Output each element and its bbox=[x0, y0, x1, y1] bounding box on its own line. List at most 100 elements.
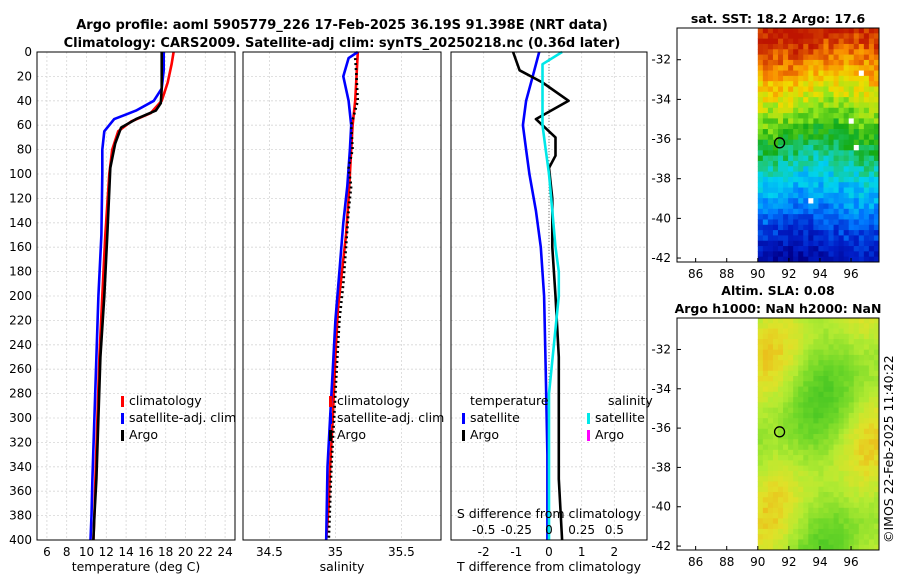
map-cell bbox=[813, 376, 819, 382]
map-cell bbox=[757, 428, 764, 435]
map-cell bbox=[823, 370, 829, 377]
map-cell bbox=[767, 465, 774, 472]
map-cell bbox=[858, 91, 865, 98]
map-cell bbox=[793, 486, 799, 493]
map-cell bbox=[833, 256, 839, 263]
map-cell bbox=[798, 481, 804, 488]
map-cell bbox=[823, 75, 829, 82]
map-cell bbox=[778, 476, 784, 482]
map-cell bbox=[788, 171, 794, 178]
map-cell bbox=[873, 123, 880, 130]
map-cell bbox=[772, 318, 779, 324]
map-cell bbox=[848, 160, 855, 167]
map-cell bbox=[853, 497, 860, 503]
map-cell bbox=[783, 235, 789, 242]
map-cell bbox=[833, 59, 839, 66]
map-cell bbox=[808, 166, 814, 172]
map-cell bbox=[833, 486, 839, 493]
legend-climatology-label: climatology bbox=[337, 393, 410, 408]
map-cell bbox=[798, 49, 804, 55]
map-cell bbox=[828, 59, 834, 66]
map-cell bbox=[863, 240, 870, 247]
map-cell bbox=[858, 107, 865, 114]
map-cell bbox=[783, 465, 789, 472]
map-cell bbox=[762, 528, 769, 535]
map-cell bbox=[873, 434, 880, 440]
map-cell bbox=[823, 365, 829, 372]
argo-position-marker bbox=[773, 426, 786, 438]
map-cell bbox=[788, 219, 794, 226]
map-cell bbox=[873, 198, 880, 204]
map-cell bbox=[808, 81, 814, 87]
map-cell bbox=[798, 75, 804, 82]
map-cell bbox=[808, 439, 814, 445]
map-cell bbox=[838, 344, 845, 351]
map-cell bbox=[767, 518, 774, 525]
map-cell bbox=[848, 38, 855, 45]
map-cell bbox=[767, 240, 774, 247]
map-cell bbox=[848, 102, 855, 109]
map-cell bbox=[858, 182, 865, 188]
x-tick-label: 35.5 bbox=[388, 545, 415, 559]
map-cell bbox=[858, 460, 865, 467]
map-cell bbox=[858, 118, 865, 125]
map-cell bbox=[788, 208, 794, 215]
map-cell bbox=[762, 381, 769, 387]
map-cell bbox=[873, 412, 880, 419]
map-cell bbox=[863, 160, 870, 167]
map-cell bbox=[757, 208, 764, 215]
map-cell bbox=[828, 518, 834, 525]
difference-xlabel: T difference from climatology bbox=[456, 559, 642, 574]
map-cell bbox=[858, 246, 865, 252]
map-cell bbox=[848, 460, 855, 467]
map-cell bbox=[778, 344, 784, 351]
map-cell bbox=[863, 486, 870, 493]
map-cell bbox=[788, 166, 794, 172]
map-cell bbox=[858, 323, 865, 329]
map-cell bbox=[803, 370, 809, 377]
map-cell bbox=[868, 344, 875, 351]
map-cell bbox=[833, 497, 839, 503]
map-cell bbox=[828, 91, 834, 98]
map-cell bbox=[873, 155, 880, 162]
map-cell bbox=[853, 476, 860, 482]
map-cell bbox=[757, 49, 764, 55]
map-cell bbox=[843, 256, 850, 263]
map-cell bbox=[868, 370, 875, 377]
map-y-tick-label: -32 bbox=[651, 342, 671, 356]
map-cell bbox=[848, 407, 855, 414]
map-cell bbox=[808, 497, 814, 503]
map-cell bbox=[767, 318, 774, 324]
map-cell bbox=[778, 91, 784, 98]
map-cell bbox=[818, 145, 824, 151]
map-cell bbox=[803, 439, 809, 445]
map-cell bbox=[772, 182, 779, 188]
map-cell bbox=[762, 349, 769, 356]
map-cell bbox=[783, 192, 789, 199]
map-cell bbox=[843, 412, 850, 419]
map-cell bbox=[767, 444, 774, 451]
map-cell bbox=[833, 91, 839, 98]
map-cell bbox=[823, 492, 829, 498]
map-cell bbox=[772, 214, 779, 220]
map-cell bbox=[788, 43, 794, 50]
map-cell bbox=[808, 59, 814, 66]
map-cell bbox=[788, 59, 794, 66]
map-cell bbox=[793, 339, 799, 345]
map-cell bbox=[843, 134, 850, 141]
map-cell bbox=[823, 198, 829, 204]
map-cell bbox=[788, 402, 794, 409]
map-cell bbox=[838, 139, 845, 146]
map-cell bbox=[818, 192, 824, 199]
map-cell bbox=[778, 43, 784, 50]
map-cell bbox=[853, 176, 860, 183]
map-cell bbox=[873, 507, 880, 514]
map-cell bbox=[833, 407, 839, 414]
map-cell bbox=[823, 381, 829, 387]
map-cell bbox=[798, 230, 804, 236]
map-cell bbox=[757, 497, 764, 503]
map-cell bbox=[808, 370, 814, 377]
map-cell bbox=[848, 370, 855, 377]
map-cell bbox=[783, 214, 789, 220]
map-cell bbox=[803, 75, 809, 82]
